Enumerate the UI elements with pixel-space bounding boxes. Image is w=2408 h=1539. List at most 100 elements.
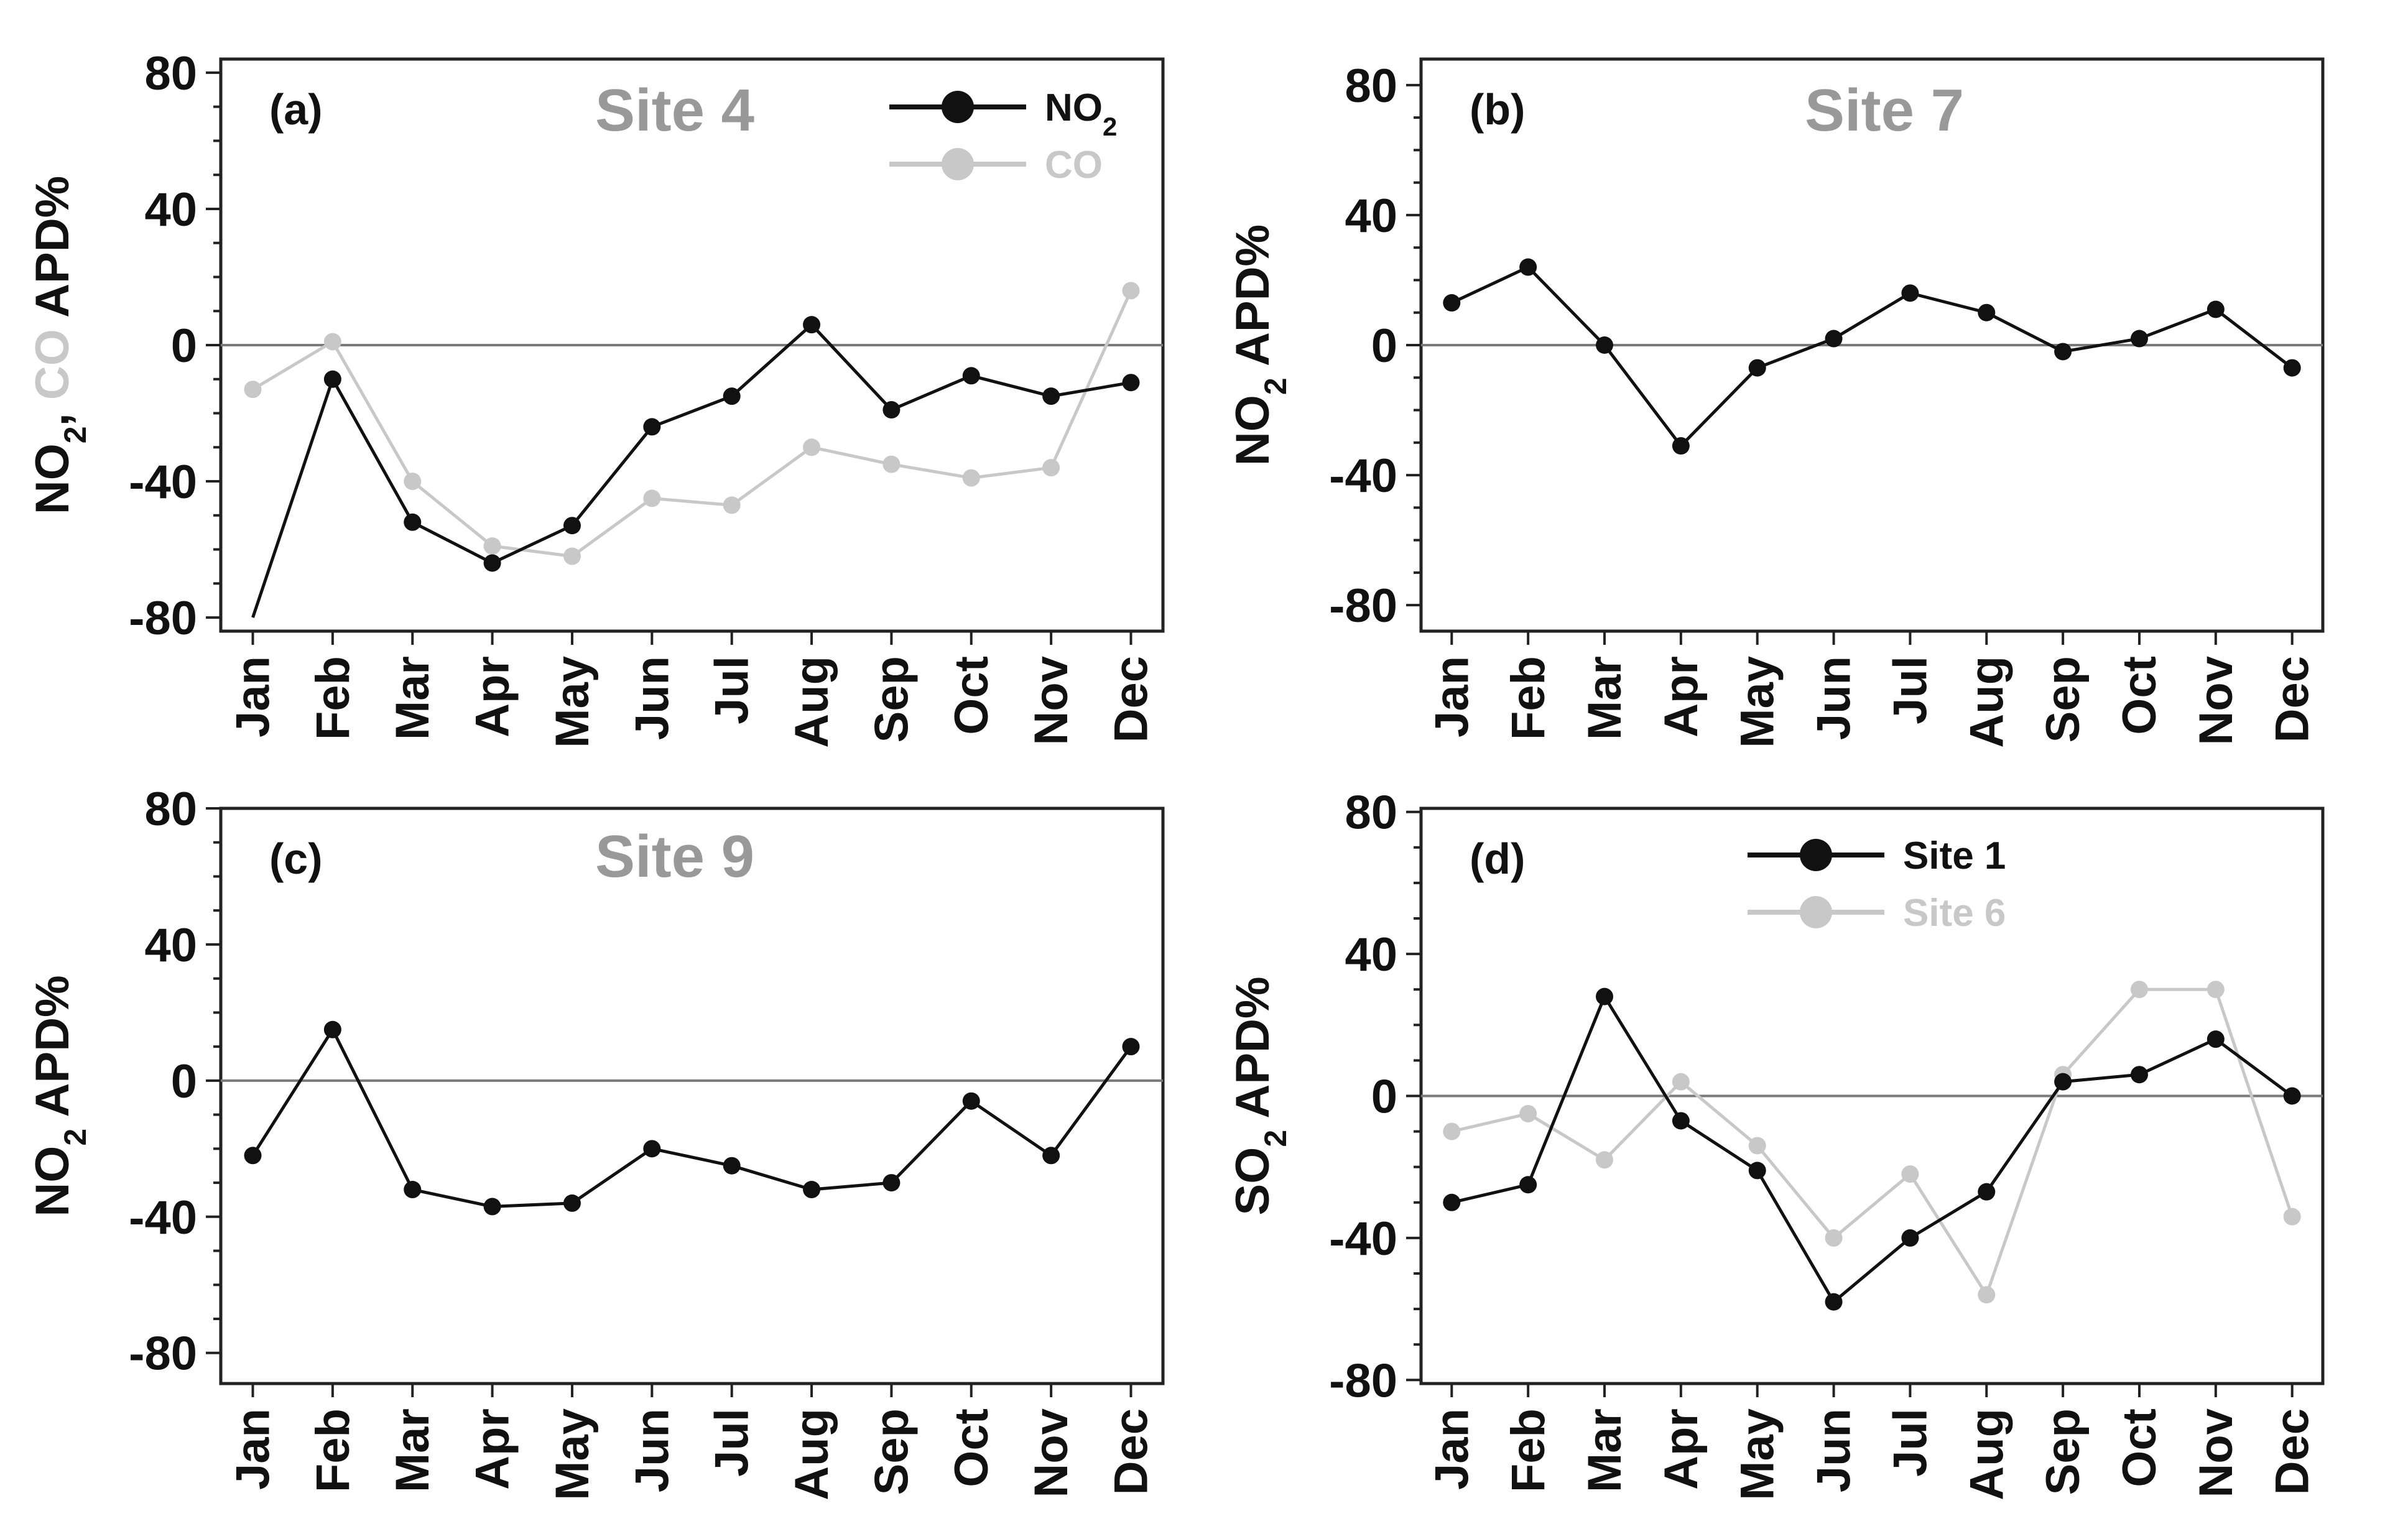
data-point-no2 (1443, 294, 1461, 312)
data-point-no2 (244, 1147, 262, 1165)
data-point-site-1 (1596, 987, 1614, 1005)
data-point-no2 (1122, 374, 1140, 392)
y-axis-label: SO2 APD% (1226, 977, 1293, 1216)
x-tick-label: Aug (785, 656, 838, 748)
data-point-site-6 (1825, 1229, 1843, 1247)
data-point-no2 (323, 1020, 341, 1038)
x-tick-label: Mar (386, 656, 439, 740)
data-point-no2 (1042, 387, 1060, 405)
x-tick-label: Jan (1425, 1408, 1478, 1490)
y-tick-label: 40 (144, 183, 197, 236)
chart-panel-c: -80 -40 0 40 80 Jan Feb Mar Apr May Jun Jul Aug Sep Oc… (26, 783, 1165, 1500)
data-point-site-1 (1825, 1293, 1843, 1311)
chart-title: Site 4 (595, 77, 754, 144)
data-point-site-6 (2207, 981, 2225, 999)
x-tick-label: Apr (1655, 1408, 1708, 1490)
panel-label: (b) (1470, 85, 1525, 134)
x-tick-label: Jul (706, 1408, 759, 1477)
legend-label: Site 6 (1903, 892, 2006, 935)
data-point-site-1 (2130, 1066, 2148, 1084)
panel-label: (c) (269, 834, 323, 883)
data-point-site-1 (1443, 1193, 1461, 1211)
data-point-no2 (882, 1174, 901, 1192)
data-point-no2 (643, 1140, 661, 1158)
data-point-co (962, 469, 980, 487)
data-point-site-6 (2283, 1208, 2301, 1226)
x-tick-label: May (1731, 656, 1784, 748)
y-tick-label: 40 (144, 919, 197, 972)
data-point-site-1 (1901, 1229, 1919, 1247)
data-point-no2 (1978, 303, 1996, 321)
x-tick-label: Feb (307, 1408, 359, 1492)
data-point-site-1 (2283, 1087, 2301, 1105)
panel-label: (d) (1470, 834, 1525, 883)
y-tick-label: 80 (1345, 787, 1397, 839)
x-tick-label: May (1731, 1408, 1784, 1500)
data-point-co (882, 455, 901, 473)
x-tick-label: Dec (2266, 656, 2319, 742)
data-point-co (323, 333, 341, 351)
x-tick-label: Sep (2037, 1408, 2090, 1495)
y-tick-label: -40 (1329, 1213, 1397, 1265)
data-point-no2 (1042, 1147, 1060, 1165)
data-point-site-6 (1443, 1122, 1461, 1140)
data-point-no2 (1596, 336, 1614, 354)
x-tick-label: Mar (1578, 1408, 1631, 1492)
x-tick-label: Apr (1655, 656, 1708, 737)
y-tick-label: -80 (129, 592, 197, 645)
x-tick-label: Mar (386, 1408, 439, 1492)
data-point-no2 (723, 387, 741, 405)
x-tick-label: Nov (2190, 1408, 2243, 1498)
legend-label: NO2 (1045, 86, 1117, 141)
data-point-no2 (2283, 359, 2301, 377)
x-tick-label: Sep (865, 656, 918, 742)
data-point-site-1 (1672, 1112, 1690, 1130)
y-tick-label: 40 (1345, 928, 1397, 981)
y-tick-label: -40 (1329, 450, 1397, 502)
legend-label: CO (1045, 144, 1103, 187)
data-point-site-6 (1519, 1105, 1537, 1123)
data-point-no2 (1901, 284, 1919, 302)
legend-marker (942, 91, 974, 123)
plot-frame (219, 806, 1165, 1385)
data-point-site-6 (2130, 981, 2148, 999)
y-axis-label: NO2, CO APD% (26, 176, 93, 514)
chart-title: Site 7 (1805, 77, 1964, 144)
x-tick-label: Dec (1104, 1408, 1157, 1495)
x-tick-label: Oct (945, 656, 998, 735)
x-tick-label: Apr (466, 656, 519, 737)
x-tick-label: Nov (2190, 656, 2243, 746)
data-point-co (723, 496, 741, 514)
y-tick-label: -80 (1329, 1354, 1397, 1407)
y-tick-label: 0 (171, 320, 197, 372)
y-tick-label: 0 (1371, 320, 1397, 372)
legend-marker (1800, 896, 1832, 928)
y-tick-label: 0 (1371, 1071, 1397, 1124)
x-tick-label: Dec (1104, 656, 1157, 742)
data-point-no2 (1825, 330, 1843, 348)
data-point-co (404, 473, 422, 491)
data-point-co (1122, 282, 1140, 300)
series-line-site-6 (1451, 987, 2294, 1296)
y-tick-label: -40 (129, 1191, 197, 1244)
x-tick-label: Mar (1578, 656, 1631, 740)
x-tick-label: Jan (1425, 656, 1478, 737)
x-tick-label: Feb (1502, 1408, 1555, 1492)
data-point-site-6 (1901, 1165, 1919, 1183)
x-tick-label: Dec (2266, 1408, 2319, 1495)
data-point-no2 (2130, 330, 2148, 348)
data-point-no2 (2054, 343, 2072, 361)
x-tick-label: Nov (1025, 656, 1078, 746)
data-point-no2 (803, 1181, 821, 1199)
data-point-no2 (483, 554, 501, 572)
data-point-co (803, 438, 821, 456)
y-tick-label: -40 (129, 456, 197, 509)
y-axis-label: NO2 APD% (1226, 224, 1293, 466)
y-tick-label: 0 (171, 1055, 197, 1108)
x-tick-label: May (546, 1408, 599, 1500)
x-tick-label: Oct (2113, 656, 2166, 735)
y-tick-label: -80 (129, 1328, 197, 1380)
data-point-site-1 (1978, 1183, 1996, 1201)
